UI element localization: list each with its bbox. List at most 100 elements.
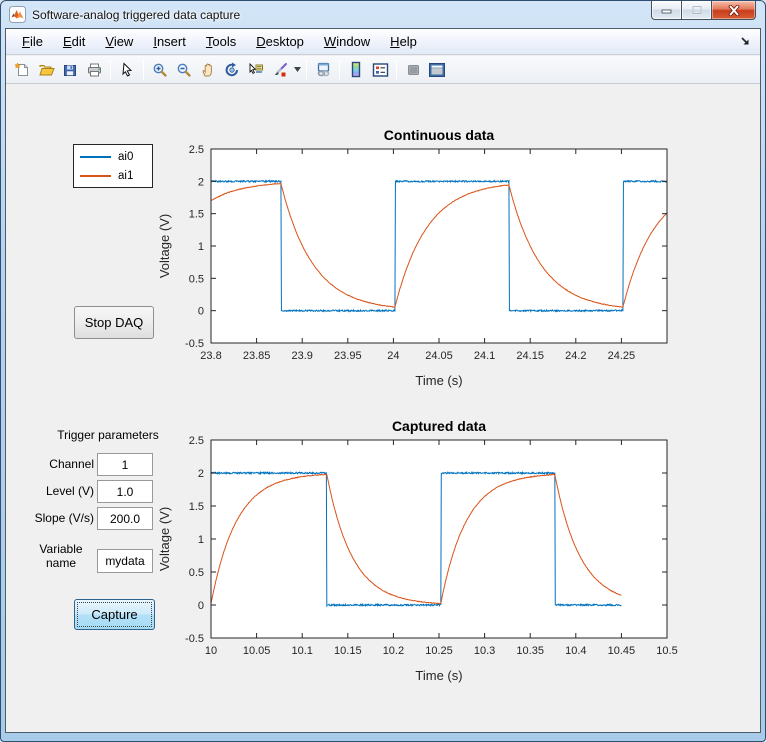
svg-text:10.45: 10.45 [608, 645, 636, 657]
menu-file[interactable]: File [22, 34, 43, 49]
svg-text:Time (s): Time (s) [415, 668, 462, 683]
minimize-icon [661, 9, 671, 13]
minimize-button[interactable] [651, 1, 681, 20]
svg-text:10.2: 10.2 [383, 645, 404, 657]
save-icon[interactable] [58, 58, 82, 81]
window-title: Software-analog triggered data capture [32, 7, 241, 22]
toolbar-separator [396, 59, 397, 80]
menu-bar: File Edit View Insert Tools Desktop Wind… [6, 29, 760, 55]
close-button[interactable] [711, 1, 756, 20]
svg-text:24.05: 24.05 [425, 350, 453, 362]
svg-text:Voltage (V): Voltage (V) [157, 507, 172, 571]
svg-text:1: 1 [198, 534, 204, 546]
svg-text:10.3: 10.3 [474, 645, 495, 657]
channel-field[interactable] [97, 453, 153, 476]
svg-text:10.5: 10.5 [656, 645, 677, 657]
menu-tools[interactable]: Tools [205, 34, 237, 49]
slope-field[interactable] [97, 507, 153, 530]
variable-name-label: Variable name [39, 542, 83, 570]
print-icon[interactable] [82, 58, 106, 81]
menu-help[interactable]: Help [390, 34, 417, 49]
level-label: Level (V) [45, 484, 94, 498]
svg-text:23.8: 23.8 [200, 350, 221, 362]
svg-text:23.95: 23.95 [334, 350, 362, 362]
maximize-icon [691, 5, 702, 15]
zoom-in-icon[interactable] [148, 58, 172, 81]
hide-plot-tools-icon[interactable] [401, 58, 425, 81]
menu-insert[interactable]: Insert [153, 34, 186, 49]
svg-text:10.25: 10.25 [425, 645, 453, 657]
svg-text:24.2: 24.2 [565, 350, 586, 362]
channel-label: Channel [49, 457, 94, 471]
svg-text:Continuous data: Continuous data [384, 127, 495, 143]
legend-entry-ai0: ai0 [80, 151, 146, 163]
svg-text:-0.5: -0.5 [185, 338, 204, 350]
legend-line-ai0 [80, 155, 111, 158]
open-file-icon[interactable] [34, 58, 58, 81]
zoom-out-icon[interactable] [172, 58, 196, 81]
menu-window[interactable]: Window [323, 34, 371, 49]
svg-text:0.5: 0.5 [189, 273, 204, 285]
menu-desktop[interactable]: Desktop [256, 34, 304, 49]
svg-text:2: 2 [198, 468, 204, 480]
toolbar-separator [143, 59, 144, 80]
menu-edit[interactable]: Edit [62, 34, 86, 49]
slope-label: Slope (V/s) [34, 511, 94, 525]
legend-entry-ai1: ai1 [80, 170, 146, 182]
brush-data-icon[interactable] [268, 58, 292, 81]
new-document-icon[interactable] [10, 58, 34, 81]
insert-colorbar-icon[interactable] [344, 58, 368, 81]
show-plot-tools-icon[interactable] [425, 58, 449, 81]
svg-text:24.25: 24.25 [608, 350, 636, 362]
stop-daq-button[interactable]: Stop DAQ [74, 306, 154, 339]
maximize-button[interactable] [681, 1, 711, 20]
legend-label-ai0: ai0 [118, 150, 134, 163]
menu-view[interactable]: View [105, 34, 134, 49]
title-bar[interactable]: Software-analog triggered data capture [2, 1, 764, 28]
svg-text:23.85: 23.85 [243, 350, 271, 362]
insert-legend-icon[interactable] [368, 58, 392, 81]
svg-text:Time (s): Time (s) [415, 373, 462, 388]
continuous-data-plot: 23.8 23.85 23.9 23.95 24 24.05 24.1 24.15 24.2 24… [157, 127, 668, 388]
svg-text:10.35: 10.35 [516, 645, 544, 657]
pan-hand-icon[interactable] [196, 58, 220, 81]
svg-text:24: 24 [387, 350, 399, 362]
toolbar-separator [110, 59, 111, 80]
svg-text:10.15: 10.15 [334, 645, 362, 657]
legend-label-ai1: ai1 [118, 169, 134, 182]
svg-text:2.5: 2.5 [189, 144, 204, 156]
captured-data-plot: 10 10.05 10.1 10.15 10.2 10.25 10.3 10.35 10.4 10… [157, 418, 678, 683]
svg-text:23.9: 23.9 [291, 350, 312, 362]
svg-text:10: 10 [205, 645, 217, 657]
svg-text:10.05: 10.05 [243, 645, 271, 657]
legend-line-ai1 [80, 174, 111, 177]
svg-text:10.1: 10.1 [291, 645, 312, 657]
brush-dropdown-icon[interactable] [292, 58, 302, 81]
svg-text:2.5: 2.5 [189, 435, 204, 447]
edit-plot-arrow-icon[interactable] [115, 58, 139, 81]
data-cursor-icon[interactable] [244, 58, 268, 81]
svg-text:10.4: 10.4 [565, 645, 586, 657]
link-plots-icon[interactable] [311, 58, 335, 81]
dock-arrow-icon[interactable] [739, 35, 752, 48]
level-field[interactable] [97, 480, 153, 503]
svg-text:0: 0 [198, 306, 204, 318]
svg-text:1: 1 [198, 241, 204, 253]
svg-text:Voltage (V): Voltage (V) [157, 214, 172, 278]
rotate-3d-icon[interactable] [220, 58, 244, 81]
figure-toolbar [6, 56, 760, 84]
capture-button[interactable]: Capture [74, 599, 155, 630]
variable-name-field[interactable] [97, 549, 153, 573]
svg-text:24.1: 24.1 [474, 350, 495, 362]
svg-text:Captured data: Captured data [392, 418, 486, 434]
svg-text:1.5: 1.5 [189, 209, 204, 221]
svg-text:1.5: 1.5 [189, 501, 204, 513]
trigger-parameters-heading: Trigger parameters [57, 428, 159, 442]
svg-text:0.5: 0.5 [189, 567, 204, 579]
svg-text:-0.5: -0.5 [185, 633, 204, 645]
svg-text:0: 0 [198, 600, 204, 612]
matlab-logo-icon [9, 6, 26, 23]
plot-legend[interactable]: ai0 ai1 [73, 144, 153, 188]
close-icon [728, 4, 739, 16]
